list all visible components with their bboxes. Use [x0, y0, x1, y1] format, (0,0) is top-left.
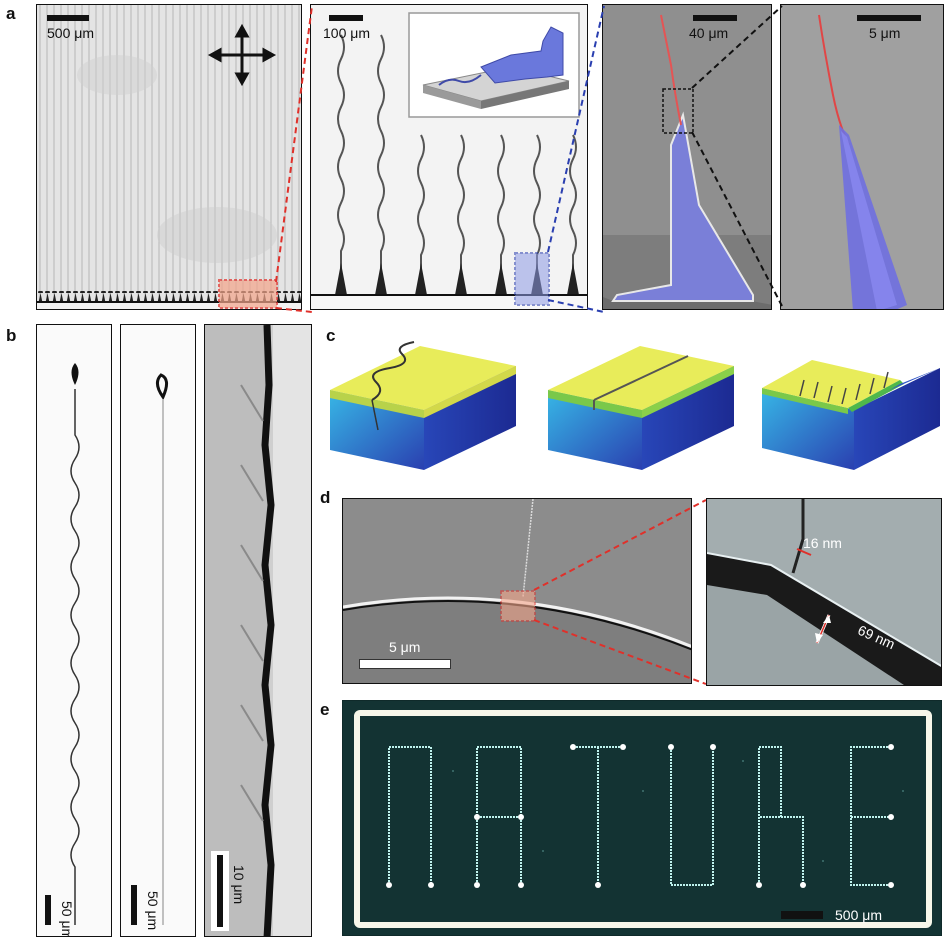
panel-a-letter: a	[6, 4, 16, 23]
scalebar-5um	[857, 15, 921, 21]
scalebar-label: 5 μm	[389, 639, 421, 655]
scalebar-label: 500 μm	[835, 907, 882, 923]
scalebar-40um	[693, 15, 737, 21]
scalebar-100um	[329, 15, 363, 21]
scalebar-label: 50 μm	[145, 891, 161, 931]
panel-d-sem-overview-image: 5 μm	[342, 498, 692, 684]
crack-array-drawing	[37, 5, 301, 309]
scalebar-10um-bar	[217, 855, 223, 927]
schematic-straight-crack	[548, 346, 734, 470]
measurement-16nm: 16 nm	[803, 535, 842, 551]
panel-a-crack-array-image: 500 μm	[36, 4, 302, 310]
panel-e-nature-image: 500 μm	[342, 700, 942, 936]
scalebar-label: 5 μm	[869, 25, 901, 41]
crack-tips-drawing	[311, 12, 587, 309]
panel-d-sem-zoom-image: 16 nm 69 nm	[706, 498, 942, 686]
sem-zoom-nm-drawing	[707, 499, 941, 685]
scalebar-label: 40 μm	[689, 25, 729, 41]
panel-a-sem-tip-image: 40 μm	[602, 4, 772, 310]
schematic-step-edge	[762, 360, 940, 470]
straight-crack-drawing	[156, 373, 168, 925]
panel-b-letter: b	[6, 326, 17, 345]
wavy-crack-drawing	[70, 363, 80, 925]
scalebar-50um	[131, 885, 137, 925]
nature-letters-drawing	[343, 701, 941, 935]
panel-a-sem-zoom-image: 5 μm	[780, 4, 944, 310]
scalebar-label: 100 μm	[323, 25, 370, 41]
scalebar-5um	[359, 659, 451, 669]
sem-tip-drawing	[603, 5, 771, 309]
panel-b-wavy-crack-image: 50 μm	[36, 324, 112, 937]
panel-b-straight-crack-image: 50 μm	[120, 324, 196, 937]
scalebar-label: 50 μm	[59, 901, 75, 937]
scalebar-500um	[47, 15, 89, 21]
scalebar-label: 500 μm	[47, 25, 94, 41]
schematic-wavy-crack	[330, 341, 516, 470]
panel-b-crack-closeup-image: 10 μm	[204, 324, 312, 937]
panel-e-letter: e	[320, 700, 330, 719]
panel-c-letter: c	[326, 326, 336, 345]
sem-overview-drawing	[343, 499, 691, 683]
panel-d-letter: d	[320, 488, 331, 507]
crack-closeup-drawing	[205, 325, 311, 936]
panel-a-crack-tips-image: 100 μm	[310, 4, 588, 310]
scalebar-500um	[781, 911, 823, 919]
scalebar-label: 10 μm	[231, 865, 247, 905]
sem-zoom-drawing	[781, 5, 943, 309]
scalebar-50um	[45, 895, 51, 925]
